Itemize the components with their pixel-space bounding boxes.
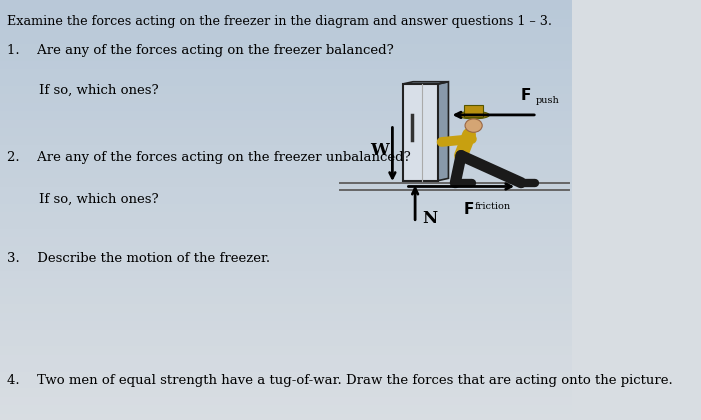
Text: push: push — [536, 96, 559, 105]
Polygon shape — [402, 82, 449, 84]
Bar — [0, 344, 572, 353]
Bar — [0, 244, 572, 252]
Text: W: W — [370, 142, 389, 159]
Bar — [0, 34, 572, 42]
Bar — [0, 17, 572, 25]
Bar — [0, 25, 572, 34]
Bar — [0, 277, 572, 286]
Text: $\mathbf{F}$: $\mathbf{F}$ — [463, 201, 474, 217]
Text: N: N — [422, 210, 437, 227]
Bar — [0, 118, 572, 126]
Bar — [0, 210, 572, 218]
Bar — [0, 386, 572, 395]
Bar — [0, 134, 572, 143]
Bar — [0, 286, 572, 294]
Polygon shape — [438, 82, 449, 181]
Bar — [0, 294, 572, 302]
Bar — [0, 378, 572, 386]
FancyBboxPatch shape — [402, 84, 438, 181]
Bar — [0, 252, 572, 260]
Ellipse shape — [465, 119, 482, 132]
Bar — [0, 370, 572, 378]
Bar — [0, 160, 572, 168]
Bar — [0, 403, 572, 412]
Bar — [0, 311, 572, 319]
Bar — [0, 84, 572, 92]
Text: $\mathbf{F}$: $\mathbf{F}$ — [520, 87, 531, 103]
Text: 4.  Two men of equal strength have a tug-of-war. Draw the forces that are acting: 4. Two men of equal strength have a tug-… — [7, 374, 673, 387]
Bar — [0, 353, 572, 361]
Bar — [0, 202, 572, 210]
Bar — [0, 101, 572, 109]
Bar — [0, 59, 572, 67]
Bar — [0, 193, 572, 202]
Bar — [0, 176, 572, 185]
Bar — [0, 319, 572, 328]
Bar — [0, 0, 572, 8]
Bar — [0, 412, 572, 420]
Bar — [0, 168, 572, 176]
Bar — [0, 67, 572, 76]
Bar — [0, 109, 572, 118]
Text: 3.  Describe the motion of the freezer.: 3. Describe the motion of the freezer. — [7, 252, 270, 265]
FancyBboxPatch shape — [465, 105, 483, 117]
Bar — [0, 218, 572, 227]
Bar — [0, 42, 572, 50]
Bar — [0, 235, 572, 244]
Bar — [0, 151, 572, 160]
Bar — [0, 126, 572, 134]
Bar — [0, 336, 572, 344]
Text: friction: friction — [474, 202, 510, 211]
Text: Examine the forces acting on the freezer in the diagram and answer questions 1 –: Examine the forces acting on the freezer… — [7, 15, 552, 28]
Bar — [0, 328, 572, 336]
Bar — [0, 361, 572, 370]
Bar — [0, 50, 572, 59]
Text: If so, which ones?: If so, which ones? — [39, 193, 158, 206]
Bar — [0, 260, 572, 269]
Text: 2.  Are any of the forces acting on the freezer unbalanced?: 2. Are any of the forces acting on the f… — [7, 151, 411, 164]
Bar — [0, 227, 572, 235]
Bar — [0, 185, 572, 193]
Bar — [0, 92, 572, 101]
Bar — [0, 8, 572, 17]
Bar — [0, 269, 572, 277]
Bar — [0, 302, 572, 311]
Bar — [0, 143, 572, 151]
Bar — [0, 395, 572, 403]
Bar — [0, 76, 572, 84]
Ellipse shape — [458, 111, 489, 119]
Text: 1.  Are any of the forces acting on the freezer balanced?: 1. Are any of the forces acting on the f… — [7, 44, 394, 57]
Text: If so, which ones?: If so, which ones? — [39, 84, 158, 97]
